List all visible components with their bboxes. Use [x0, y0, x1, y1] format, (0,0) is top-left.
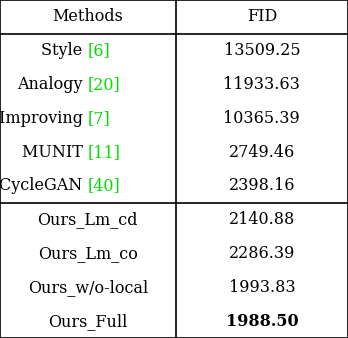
Text: 10365.39: 10365.39: [223, 110, 300, 127]
Text: [6]: [6]: [88, 42, 111, 59]
Text: 2140.88: 2140.88: [229, 211, 295, 228]
Text: [40]: [40]: [88, 177, 121, 194]
Text: 11933.63: 11933.63: [223, 76, 300, 93]
Text: 1988.50: 1988.50: [226, 313, 298, 330]
Text: 13509.25: 13509.25: [223, 42, 300, 59]
Text: Analogy: Analogy: [17, 76, 88, 93]
Text: 2749.46: 2749.46: [229, 144, 295, 161]
Text: Ours_Lm_cd: Ours_Lm_cd: [38, 211, 138, 228]
Text: CycleGAN: CycleGAN: [0, 177, 88, 194]
Text: Ours_w/o-local: Ours_w/o-local: [28, 279, 148, 296]
Text: [7]: [7]: [88, 110, 111, 127]
Text: Ours_Full: Ours_Full: [48, 313, 128, 330]
Text: Style: Style: [41, 42, 88, 59]
Text: 1993.83: 1993.83: [229, 279, 295, 296]
Text: Ours_Lm_co: Ours_Lm_co: [38, 245, 138, 262]
Text: FID: FID: [247, 8, 277, 25]
Text: [20]: [20]: [88, 76, 121, 93]
Text: MUNIT: MUNIT: [22, 144, 88, 161]
Text: 2398.16: 2398.16: [229, 177, 295, 194]
Text: [11]: [11]: [88, 144, 121, 161]
Text: Methods: Methods: [53, 8, 123, 25]
Text: Improving: Improving: [0, 110, 88, 127]
Text: 2286.39: 2286.39: [229, 245, 295, 262]
